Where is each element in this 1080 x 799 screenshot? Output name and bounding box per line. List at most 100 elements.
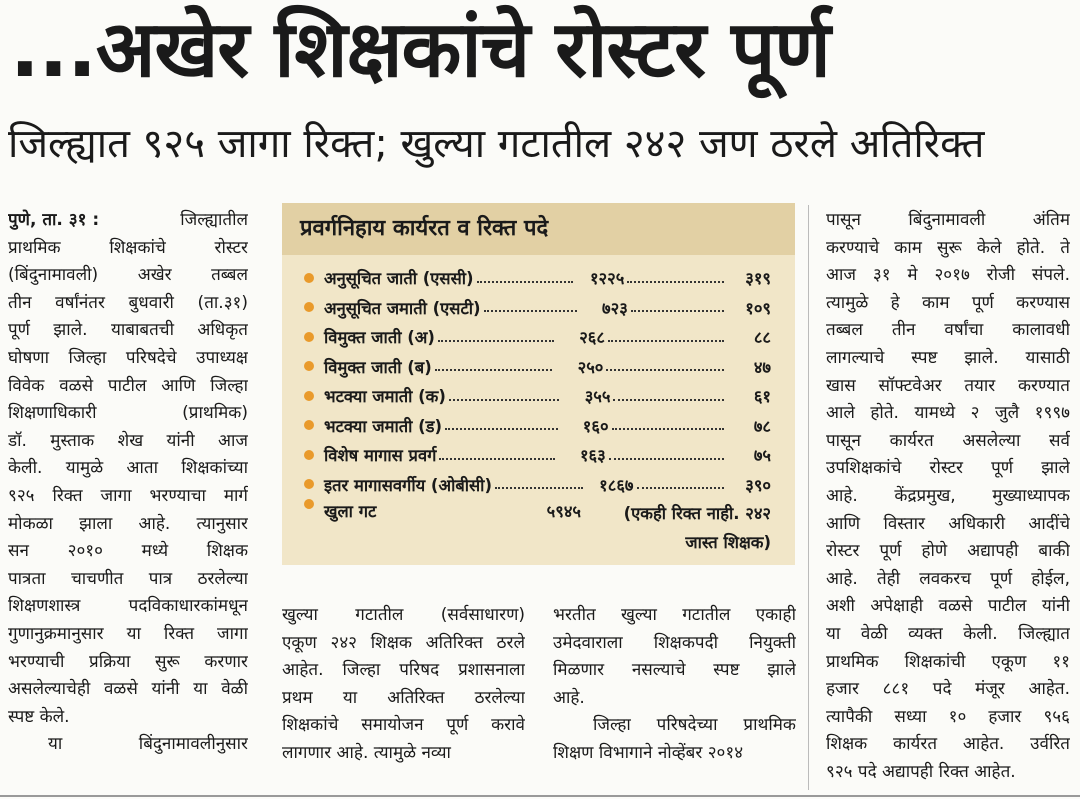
leader	[611, 428, 725, 431]
leader	[636, 487, 724, 490]
text-line: ९२५ पदे अद्यापही रिक्त आहेत.	[826, 761, 1016, 782]
box-row: भटक्या जमाती (ड) १६० ७८	[304, 411, 771, 441]
category: विशेष मागास प्रवर्ग	[324, 446, 437, 466]
category: खुला गट	[324, 502, 377, 521]
text-line: या वेळी व्यक्त केली. जिल्ह्यात	[826, 623, 1070, 644]
text-line: शिक्षक कार्यरत आहेत. उर्वरित	[826, 734, 1070, 755]
text-line: डॉ. मुस्ताक शेख यांनी आज	[8, 430, 248, 451]
box-row: विमुक्त जाती (अ) २६८ ८८	[304, 322, 771, 352]
box-row: इतर मागासवर्गीय (ओबीसी) १८६७ ३९०	[304, 470, 771, 500]
bullet	[304, 499, 314, 509]
text-line: तीन वर्षांनंतर बुधवारी (ता.३१)	[8, 292, 248, 313]
text-line: जिल्हा परिषदेच्या प्राथमिक	[593, 715, 796, 736]
leader	[483, 310, 577, 313]
text-line: आले होते. यामध्ये २ जुलै १९९७	[826, 403, 1070, 424]
working: २६८	[579, 328, 605, 348]
column: खुल्या गटातील (सर्वसाधारण) एकूण २४२ शिक्ष…	[282, 602, 525, 772]
vacant: १०९	[745, 298, 772, 318]
info-box: प्रवर्गनिहाय कार्यरत व रिक्त पदे अनुसूचि…	[282, 203, 795, 565]
text-line: पात्रता चाचणीत पात्र ठरलेल्या	[8, 568, 248, 589]
text-line: तब्बल तीन वर्षांचा कालावधी	[826, 320, 1070, 341]
text-line: असलेल्याचेही वळसे यांनी या वेळी	[8, 679, 248, 700]
box-row: खुला गट ५९४५ (एकही रिक्त नाही. २४२ जास्त श…	[304, 499, 771, 559]
leader	[613, 398, 724, 401]
text-line: प्राथमिक शिक्षकांची एकूण ११	[826, 651, 1070, 672]
leader	[627, 280, 725, 283]
leader	[437, 339, 554, 342]
bullet	[304, 390, 314, 401]
dateline: पुणे, ता. ३१ :	[8, 210, 100, 230]
vacant: ७८	[753, 416, 772, 436]
leader	[439, 457, 555, 460]
box-row: विमुक्त जाती (ब) २५० ४७	[304, 352, 771, 382]
bullet	[304, 302, 314, 313]
text-line: अशी अपेक्षाही वळसे पाटील यांनी	[826, 596, 1070, 617]
text-line: प्रथम या अतिरिक्त ठरलेल्या	[282, 687, 525, 708]
text-line: ९२५ रिक्त जागा भरण्याचा मार्ग	[8, 485, 248, 506]
text-line: स्पष्ट केले.	[8, 706, 70, 727]
leader	[476, 280, 574, 283]
leader	[434, 369, 553, 372]
category: विमुक्त जाती (अ)	[324, 328, 435, 348]
vacant: ३९०	[745, 475, 771, 495]
box-row: भटक्या जमाती (क) ३५५ ६१	[304, 381, 771, 411]
text-line: खुल्या गटातील (सर्वसाधारण)	[282, 605, 525, 625]
vacant: ६१	[753, 387, 771, 407]
working: २५०	[577, 357, 604, 377]
box-title: प्रवर्गनिहाय कार्यरत व रिक्त पदे	[282, 203, 795, 255]
working: ५९४५	[546, 502, 581, 521]
working: १२२५	[589, 269, 625, 289]
bullet	[304, 361, 314, 372]
text-line: मोकळा झाला आहे. त्यानुसार	[8, 513, 248, 534]
vacant: ३१९	[745, 269, 772, 289]
text-line: विवेक वळसे पाटील आणि जिल्हा	[8, 375, 248, 396]
category: भटक्या जमाती (ड)	[324, 416, 443, 436]
text-line: एकूण २४२ शिक्षक अतिरिक्त ठरले	[282, 632, 525, 653]
text-line: आणि विस्तार अधिकारी आदींचे	[826, 513, 1070, 534]
text-line: पासून बिंदुनामावली अंतिम	[826, 210, 1070, 230]
vacant: ४७	[753, 357, 772, 377]
text-line: आज ३१ मे २०१७ रोजी संपले.	[826, 265, 1070, 286]
bullet	[304, 449, 314, 460]
text-line: आहे.	[553, 687, 585, 708]
text-line: जिल्ह्यातील	[180, 210, 248, 230]
working: १६०	[582, 416, 609, 436]
column: भरतीत खुल्या गटातील एकाही उमेदवाराला शिक्…	[553, 602, 796, 772]
box-row: विशेष मागास प्रवर्ग १६३ ७५	[304, 440, 771, 470]
text-line: आहेत. जिल्हा परिषद प्रशासनाला	[282, 660, 525, 681]
text-line: त्यापैकी सध्या १० हजार ९५६	[826, 706, 1070, 727]
text-line: भरण्याची प्रक्रिया सुरू करणार	[8, 651, 248, 672]
text-line: (बिंदुनामावली) अखेर तब्बल	[8, 265, 248, 286]
column: पासून बिंदुनामावली अंतिम करण्याचे काम सुर…	[826, 207, 1070, 792]
text-line: मिळणार नसल्याचे स्पष्ट झाले	[553, 660, 796, 681]
text-line: उपशिक्षकांचे रोस्टर पूर्ण झाले	[826, 458, 1070, 479]
text-line: हजार ८८१ पदे मंजूर आहेत.	[826, 679, 1070, 700]
leader	[608, 457, 724, 460]
first-line: पुणे, ता. ३१ : जिल्ह्यातील	[8, 207, 248, 235]
text-line: पूर्ण झाले. याबाबतची अधिकृत	[8, 320, 248, 341]
vacant: ७५	[753, 446, 771, 466]
category: इतर मागासवर्गीय (ओबीसी)	[324, 475, 492, 495]
text-line: घोषणा जिल्हा परिषदेचे उपाध्यक्ष	[8, 347, 248, 368]
text-line: शिक्षणशास्त्र पदविकाधारकांमधून	[8, 596, 248, 617]
leader	[630, 310, 725, 313]
text-line: गुणानुक्रमानुसार या रिक्त जागा	[8, 623, 248, 644]
bullet	[304, 479, 314, 490]
leader	[445, 428, 558, 431]
text-line: भरतीत खुल्या गटातील एकाही	[553, 605, 796, 625]
subheadline: जिल्ह्यात ९२५ जागा रिक्त; खुल्या गटातील …	[8, 121, 985, 167]
text-line: खास सॉफ्टवेअर तयार करण्यात	[826, 375, 1070, 396]
bullet	[304, 420, 314, 431]
text-line: प्राथमिक शिक्षकांचे रोस्टर	[8, 237, 248, 258]
working: १६३	[579, 446, 606, 466]
leader	[495, 487, 583, 490]
text-line: शिक्षण विभागाने नोव्हेंबर २०१४	[553, 742, 744, 763]
leader	[448, 398, 560, 401]
box-row: अनुसूचित जाती (एससी) १२२५ ३१९	[304, 263, 771, 293]
category: अनुसूचित जाती (एससी)	[324, 269, 474, 289]
bottom-rule	[0, 795, 1080, 797]
bullet	[304, 272, 314, 283]
text-line: केली. यामुळे आता शिक्षकांच्या	[8, 458, 248, 479]
text-line: पासून कार्यरत असलेल्या सर्व	[826, 430, 1070, 451]
